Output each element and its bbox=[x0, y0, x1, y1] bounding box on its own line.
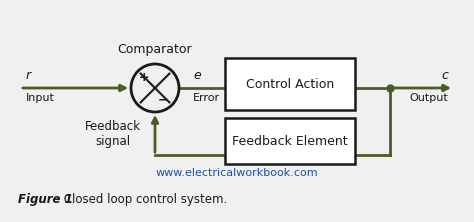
Text: Comparator: Comparator bbox=[118, 43, 192, 56]
Text: Input: Input bbox=[26, 93, 55, 103]
Text: e: e bbox=[193, 69, 201, 82]
Text: Figure 1: Figure 1 bbox=[18, 193, 73, 206]
Text: Control Action: Control Action bbox=[246, 77, 334, 91]
Text: c: c bbox=[441, 69, 448, 82]
Text: Output: Output bbox=[409, 93, 448, 103]
Text: r: r bbox=[26, 69, 31, 82]
Text: +: + bbox=[139, 71, 149, 84]
Bar bbox=[225, 58, 355, 110]
Text: Feedback
signal: Feedback signal bbox=[85, 119, 141, 147]
Text: Closed loop control system.: Closed loop control system. bbox=[60, 193, 227, 206]
Bar bbox=[225, 118, 355, 164]
Text: −: − bbox=[158, 93, 169, 107]
Text: Error: Error bbox=[193, 93, 220, 103]
Text: Feedback Element: Feedback Element bbox=[232, 135, 348, 147]
Text: www.electricalworkbook.com: www.electricalworkbook.com bbox=[155, 168, 319, 178]
